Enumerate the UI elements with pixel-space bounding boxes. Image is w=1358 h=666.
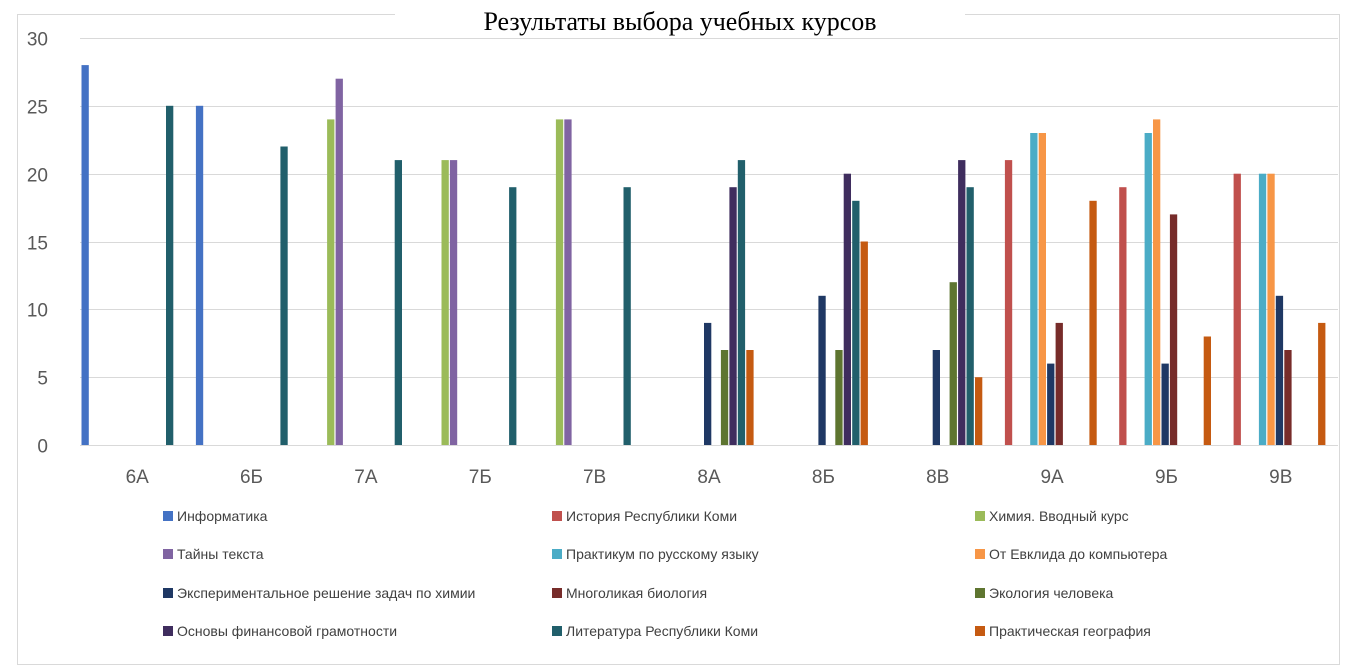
bar (729, 187, 737, 445)
bar (335, 78, 343, 445)
y-tick-label: 10 (27, 301, 48, 322)
legend-swatch (975, 588, 985, 598)
bar (1233, 173, 1241, 445)
bar (449, 160, 458, 445)
bar (441, 160, 449, 445)
bar (1030, 133, 1038, 445)
bar (860, 241, 868, 445)
legend-swatch (975, 511, 985, 521)
bar (394, 160, 402, 445)
legend-label: Экспериментальное решение задач по химии (177, 585, 475, 601)
legend-label: Практическая география (989, 623, 1151, 639)
x-tick-label: 9В (1269, 467, 1292, 488)
legend-label: История Республики Коми (566, 508, 737, 524)
x-tick-label: 6Б (240, 467, 263, 488)
y-tick-label: 0 (37, 437, 48, 458)
bar (327, 119, 335, 446)
bars (81, 65, 1326, 446)
bar (509, 187, 517, 445)
bar (852, 200, 860, 445)
bar (623, 187, 631, 445)
bar (704, 322, 712, 445)
bar (1119, 187, 1127, 445)
x-axis-ticks: 6А 6Б 7А 7Б 7В 8А 8Б 8В 9А 9Б 9В (126, 467, 1293, 488)
legend-swatch (552, 626, 562, 636)
chart-title: Результаты выбора учебных курсов (483, 7, 876, 36)
legend-swatch (163, 511, 173, 521)
y-tick-label: 25 (27, 98, 48, 119)
x-tick-label: 7В (583, 467, 606, 488)
title-backdrop (395, 0, 965, 28)
bar (1153, 119, 1161, 446)
bar (835, 350, 843, 445)
x-tick-label: 8А (697, 467, 721, 488)
y-tick-label: 20 (27, 166, 48, 187)
bar (1144, 133, 1152, 445)
x-tick-label: 7А (354, 467, 378, 488)
bar (1169, 214, 1178, 445)
bar (720, 350, 729, 445)
y-tick-label: 5 (37, 369, 48, 390)
bar (932, 350, 940, 445)
bar (280, 146, 288, 445)
bar (843, 173, 851, 445)
legend-label: Тайны текста (177, 546, 264, 562)
bar (555, 119, 564, 446)
bar (166, 105, 174, 446)
y-axis-ticks: 0 5 10 15 20 25 30 (27, 30, 48, 458)
legend-swatch (163, 549, 173, 559)
legend-swatch (975, 626, 985, 636)
legend-label: Информатика (177, 508, 268, 524)
bar (1047, 363, 1055, 445)
legend-swatch (163, 588, 173, 598)
legend-swatch (163, 626, 173, 636)
legend-swatch (552, 549, 562, 559)
bar (1284, 350, 1292, 445)
legend-swatch (552, 588, 562, 598)
bar (1258, 173, 1267, 445)
bar (564, 119, 572, 446)
y-tick-label: 30 (27, 30, 48, 51)
legend-label: Основы финансовой грамотности (177, 623, 397, 639)
bar (1055, 322, 1063, 445)
bar (1161, 363, 1169, 445)
bar (195, 105, 204, 446)
x-tick-label: 9А (1040, 467, 1064, 488)
x-tick-label: 8Б (812, 467, 835, 488)
bar (81, 65, 89, 445)
legend-label: Литература Республики Коми (566, 623, 758, 639)
legend-swatch (552, 511, 562, 521)
bar (1318, 322, 1326, 445)
bar (818, 295, 826, 445)
legend-label: Химия. Вводный курс (989, 508, 1129, 524)
bar (1004, 160, 1013, 445)
bar (949, 282, 957, 445)
bar (1203, 336, 1211, 445)
bar (966, 187, 974, 445)
chart-area-border (17, 14, 1340, 665)
legend-label: Многоликая биология (566, 585, 707, 601)
legend-label: Экология человека (989, 585, 1114, 601)
legend: Информатика История Республики Коми Химия.… (163, 508, 1168, 639)
bar (746, 350, 754, 445)
bar (975, 377, 983, 445)
x-tick-label: 7Б (469, 467, 492, 488)
x-tick-label: 6А (126, 467, 150, 488)
bar (1089, 200, 1097, 445)
legend-label: Практикум по русскому языку (566, 546, 759, 562)
bar (737, 160, 746, 445)
legend-swatch (975, 549, 985, 559)
bar (1275, 295, 1284, 445)
x-tick-label: 9Б (1155, 467, 1178, 488)
bar (1038, 133, 1046, 445)
bar (958, 160, 966, 445)
x-tick-label: 8В (926, 467, 949, 488)
legend-label: От Евклида до компьютера (989, 546, 1168, 562)
y-tick-label: 15 (27, 234, 48, 255)
bar (1267, 173, 1275, 445)
